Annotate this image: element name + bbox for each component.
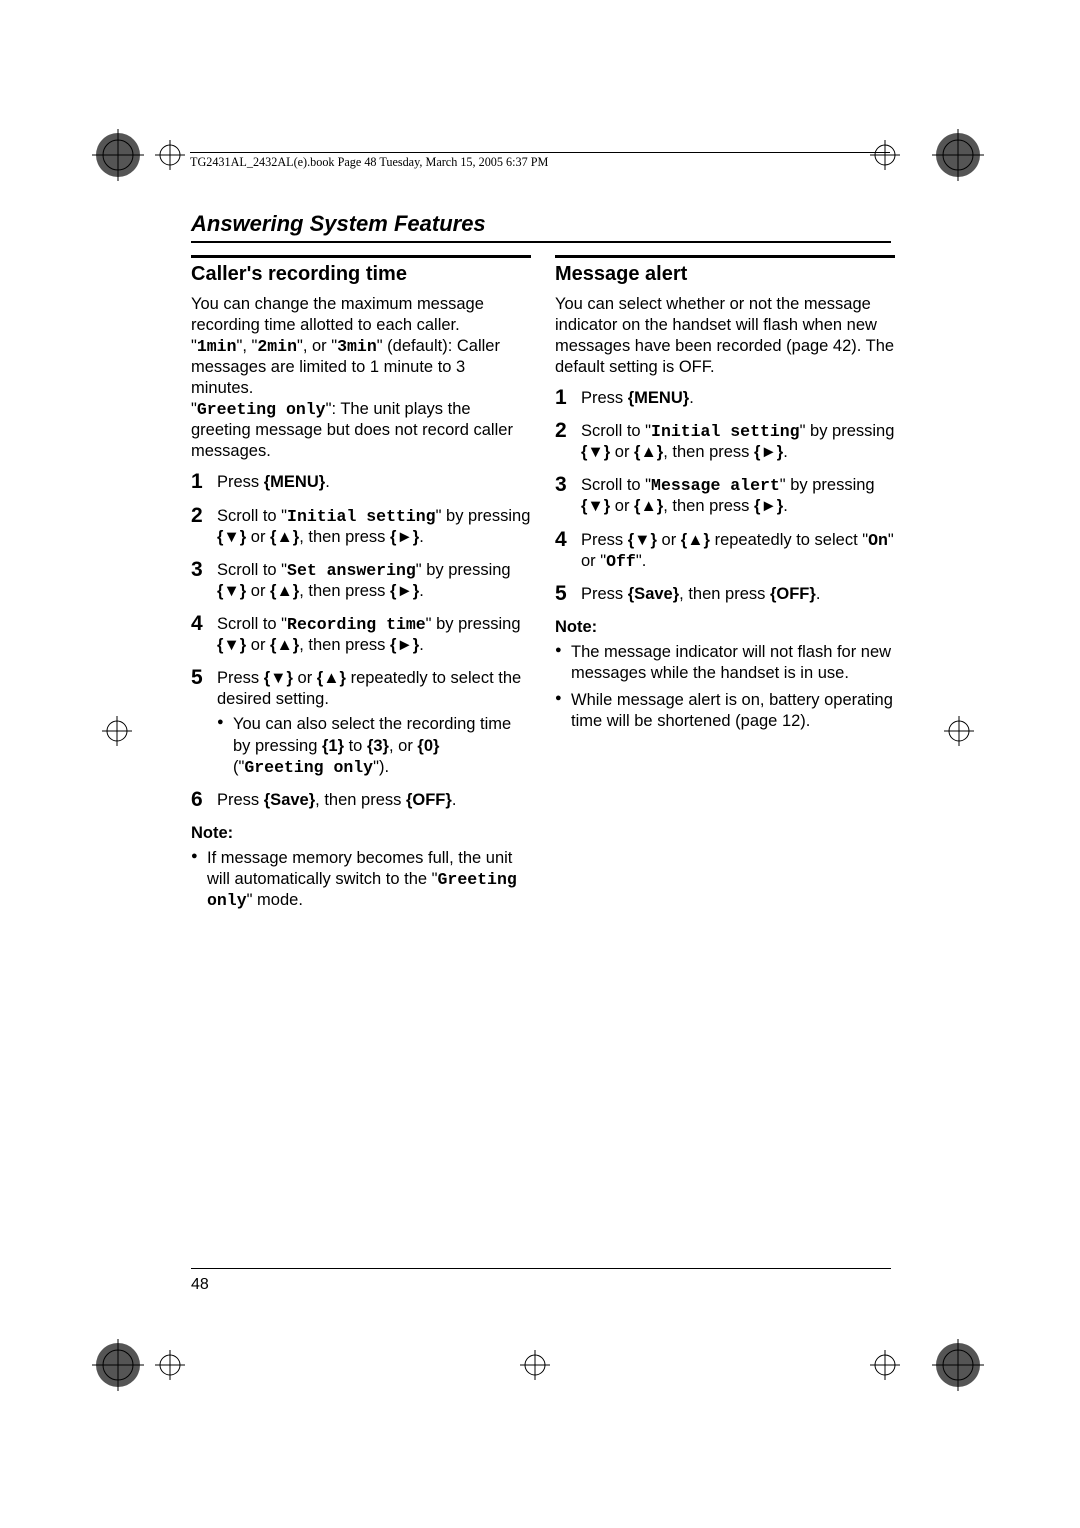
footer-divider — [191, 1268, 891, 1269]
regmark-bottom-right — [928, 1335, 980, 1387]
step-4: Scroll to "Recording time" by pressing {… — [191, 614, 531, 656]
right-column: Message alert You can select whether or … — [555, 255, 895, 738]
text: Press {▼} or {▲} repeatedly to select " — [581, 531, 868, 549]
step-3: Scroll to "Set answering" by pressing {▼… — [191, 560, 531, 602]
mono-text: Off — [606, 552, 636, 571]
regmark-top-left — [88, 125, 140, 177]
note-label: Note: — [191, 823, 531, 844]
crosshair-icon — [155, 1350, 185, 1385]
left-notes: If message memory becomes full, the unit… — [191, 848, 531, 911]
text: Scroll to " — [217, 561, 287, 579]
mono-text: Initial setting — [287, 507, 436, 526]
header-bookline: TG2431AL_2432AL(e).book Page 48 Tuesday,… — [190, 152, 890, 170]
crosshair-icon — [155, 140, 185, 175]
text: Scroll to " — [217, 507, 287, 525]
page: TG2431AL_2432AL(e).book Page 48 Tuesday,… — [0, 0, 1080, 1528]
note-item: The message indicator will not flash for… — [555, 642, 895, 684]
text: ", or " — [297, 337, 337, 355]
step-text: Press {MENU}. — [581, 389, 694, 407]
mono-text: On — [868, 531, 888, 550]
left-heading: Caller's recording time — [191, 255, 531, 288]
text: ". — [636, 552, 646, 570]
right-intro: You can select whether or not the messag… — [555, 294, 895, 378]
section-title: Answering System Features — [191, 211, 486, 237]
regmark-top-right — [928, 125, 980, 177]
left-intro-1: You can change the maximum message recor… — [191, 294, 531, 336]
left-column: Caller's recording time You can change t… — [191, 255, 531, 917]
crosshair-icon — [944, 716, 974, 751]
mono-text: Greeting only — [244, 758, 373, 777]
mono-text: 3min — [337, 337, 377, 356]
mono-text: Initial setting — [651, 422, 800, 441]
step-5: Press {▼} or {▲} repeatedly to select th… — [191, 668, 531, 778]
step-text: Press {▼} or {▲} repeatedly to select th… — [217, 669, 521, 708]
text: " mode. — [247, 891, 303, 909]
mono-text: 2min — [257, 337, 297, 356]
mono-text: Greeting only — [197, 400, 326, 419]
mono-text: Message alert — [651, 476, 780, 495]
step-5-sub: You can also select the recording time b… — [217, 714, 531, 777]
step-2: Scroll to "Initial setting" by pressing … — [191, 506, 531, 548]
mono-text: Set answering — [287, 561, 416, 580]
step-text: Press {Save}, then press {OFF}. — [217, 791, 456, 809]
text: "). — [373, 758, 389, 776]
crosshair-icon — [102, 716, 132, 751]
left-intro-2: "1min", "2min", or "3min" (default): Cal… — [191, 336, 531, 399]
note-item: While message alert is on, battery opera… — [555, 690, 895, 732]
step-1: Press {MENU}. — [191, 472, 531, 493]
note-item: If message memory becomes full, the unit… — [191, 848, 531, 911]
step-1: Press {MENU}. — [555, 388, 895, 409]
right-notes: The message indicator will not flash for… — [555, 642, 895, 732]
text: Scroll to " — [581, 476, 651, 494]
step-text: Press {MENU}. — [217, 473, 330, 491]
step-3: Scroll to "Message alert" by pressing {▼… — [555, 475, 895, 517]
step-2: Scroll to "Initial setting" by pressing … — [555, 421, 895, 463]
text: Scroll to " — [217, 615, 287, 633]
page-number: 48 — [191, 1276, 209, 1294]
section-divider — [191, 241, 891, 243]
mono-text: 1min — [197, 337, 237, 356]
step-text: Press {Save}, then press {OFF}. — [581, 585, 820, 603]
crosshair-icon — [870, 1350, 900, 1385]
text: Scroll to " — [581, 422, 651, 440]
step-6: Press {Save}, then press {OFF}. — [191, 790, 531, 811]
step-5: Press {Save}, then press {OFF}. — [555, 584, 895, 605]
text: ", " — [236, 337, 257, 355]
regmark-bottom-left — [88, 1335, 140, 1387]
step-4: Press {▼} or {▲} repeatedly to select "O… — [555, 530, 895, 572]
right-heading: Message alert — [555, 255, 895, 288]
mono-text: Recording time — [287, 615, 426, 634]
left-steps: Press {MENU}. Scroll to "Initial setting… — [191, 472, 531, 810]
crosshair-icon — [520, 1350, 550, 1385]
left-intro-3: "Greeting only": The unit plays the gree… — [191, 399, 531, 462]
note-label: Note: — [555, 617, 895, 638]
right-steps: Press {MENU}. Scroll to "Initial setting… — [555, 388, 895, 605]
